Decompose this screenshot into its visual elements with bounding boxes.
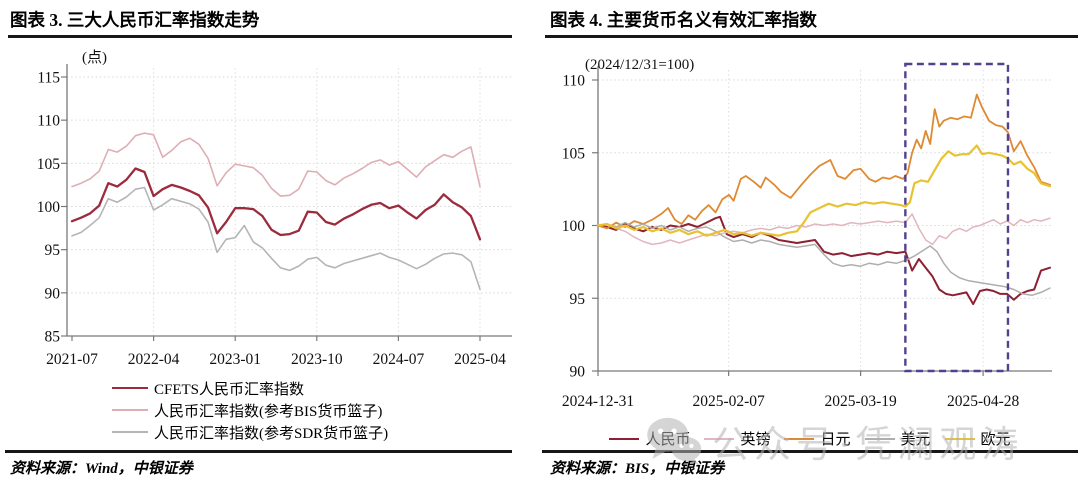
figure-4-bottom-rule bbox=[542, 450, 1078, 453]
figure-3-bottom-rule bbox=[5, 450, 512, 453]
figure-4-legend: 人民币 英镑 日元 美元 欧元 bbox=[540, 428, 1080, 449]
legend-swatch bbox=[784, 437, 815, 440]
figure-4-source: 资料来源：BIS，中银证券 bbox=[550, 461, 725, 477]
figure-3-panel: 图表 3. 三大人民币汇率指数走势 85 90 95 100 105 110 115 2021… bbox=[5, 10, 512, 477]
legend-item: 英镑 bbox=[704, 428, 770, 449]
svg-text:90: 90 bbox=[45, 285, 61, 302]
legend-label: 美元 bbox=[900, 432, 931, 448]
legend-label: 英镑 bbox=[740, 432, 771, 448]
series-line-欧元 bbox=[596, 144, 1052, 237]
legend-label: 人民币汇率指数(参考SDR货币篮子) bbox=[154, 425, 389, 442]
axis-unit-label: (点) bbox=[82, 49, 107, 66]
svg-text:110: 110 bbox=[37, 113, 60, 130]
figure-4-chart: 90 95 100 105 110 2024-12-31 2025-02-07 2025-03… bbox=[562, 57, 1052, 410]
svg-text:2025-04-28: 2025-04-28 bbox=[947, 393, 1020, 410]
series-line-人民币汇率指数(参考BIS货币篮子) bbox=[71, 132, 481, 197]
legend-item: 人民币汇率指数(参考SDR货币篮子) bbox=[112, 421, 388, 443]
svg-text:2025-03-19: 2025-03-19 bbox=[824, 393, 897, 410]
figure-3-legend: CFETS人民币汇率指数人民币汇率指数(参考BIS货币篮子) 人民币汇率指数(参考… bbox=[112, 377, 388, 443]
series-line-英镑 bbox=[597, 213, 1051, 246]
svg-text:115: 115 bbox=[37, 70, 60, 87]
svg-text:105: 105 bbox=[37, 156, 61, 173]
legend-item: 人民币汇率指数(参考BIS货币篮子) bbox=[112, 399, 388, 421]
svg-text:90: 90 bbox=[570, 364, 586, 381]
svg-text:105: 105 bbox=[562, 145, 586, 162]
legend-swatch bbox=[864, 437, 895, 440]
figure-3-source: 资料来源：Wind，中银证券 bbox=[10, 461, 193, 477]
svg-text:85: 85 bbox=[45, 329, 61, 346]
figure-3-title: 图表 3. 三大人民币汇率指数走势 bbox=[10, 10, 260, 30]
legend-item: 人民币 bbox=[609, 428, 690, 449]
legend-item: 欧元 bbox=[944, 428, 1011, 449]
svg-text:2021-07: 2021-07 bbox=[46, 351, 98, 368]
legend-item: 美元 bbox=[864, 428, 931, 449]
svg-text:2023-01: 2023-01 bbox=[209, 351, 261, 368]
legend-label: 日元 bbox=[820, 432, 851, 448]
series-line-人民币汇率指数(参考SDR货币篮子) bbox=[71, 186, 481, 291]
legend-label: 人民币汇率指数(参考BIS货币篮子) bbox=[154, 403, 383, 420]
series-line-日元 bbox=[597, 93, 1051, 230]
svg-text:95: 95 bbox=[45, 242, 61, 259]
legend-item: CFETS人民币汇率指数 bbox=[112, 377, 388, 399]
legend-swatch bbox=[112, 409, 148, 411]
svg-text:2025-02-07: 2025-02-07 bbox=[692, 393, 765, 410]
svg-text:95: 95 bbox=[570, 291, 586, 308]
highlight-box bbox=[904, 62, 1010, 373]
svg-text:110: 110 bbox=[562, 73, 585, 90]
legend-item: 日元 bbox=[784, 428, 851, 449]
legend-label: 人民币 bbox=[645, 432, 691, 448]
legend-swatch bbox=[609, 437, 640, 440]
legend-swatch bbox=[112, 431, 148, 433]
figure-4-title-rule bbox=[545, 35, 1078, 38]
figure-4-panel: 图表 4. 主要货币名义有效汇率指数 90 95 100 105 110 2024-12-… bbox=[540, 0, 1080, 484]
svg-text:100: 100 bbox=[562, 218, 586, 235]
series-line-人民币 bbox=[597, 215, 1051, 306]
svg-text:2024-12-31: 2024-12-31 bbox=[562, 393, 634, 410]
figure-4-title: 图表 4. 主要货币名义有效汇率指数 bbox=[550, 10, 817, 30]
series-line-美元 bbox=[597, 221, 1051, 297]
figure-3-chart: 85 90 95 100 105 110 115 2021-07 2022-04 2023-01 2… bbox=[37, 49, 512, 368]
series-line-CFETS人民币汇率指数 bbox=[70, 167, 482, 241]
figure-3-title-rule bbox=[8, 35, 512, 38]
legend-label: CFETS人民币汇率指数 bbox=[154, 381, 305, 398]
svg-text:100: 100 bbox=[37, 199, 61, 216]
svg-text:2025-04: 2025-04 bbox=[454, 351, 506, 368]
svg-text:2022-04: 2022-04 bbox=[128, 351, 180, 368]
legend-swatch bbox=[704, 437, 735, 440]
axis-unit-label: (2024/12/31=100) bbox=[585, 57, 694, 73]
legend-swatch bbox=[944, 437, 975, 440]
legend-label: 欧元 bbox=[980, 432, 1011, 448]
legend-swatch bbox=[112, 387, 148, 389]
svg-text:2024-07: 2024-07 bbox=[373, 351, 425, 368]
svg-text:2023-10: 2023-10 bbox=[291, 351, 343, 368]
